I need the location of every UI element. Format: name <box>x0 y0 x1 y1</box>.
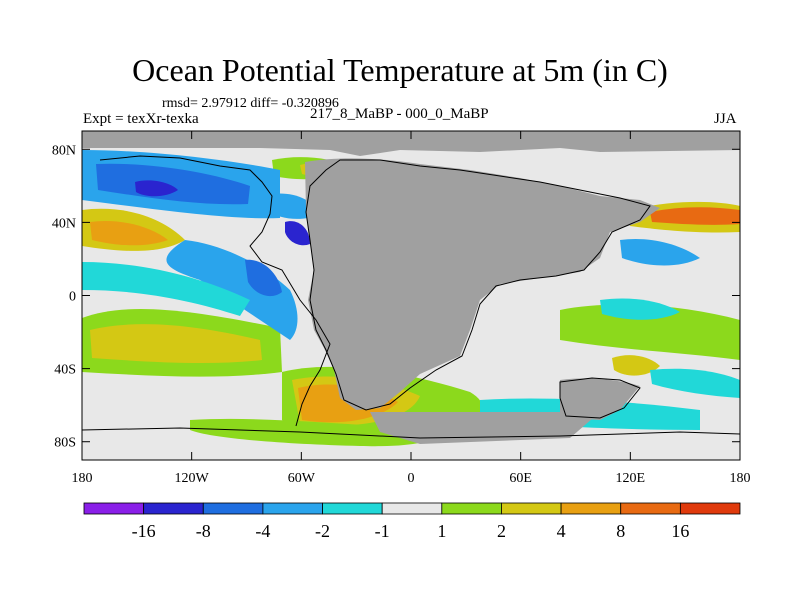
colorbar-swatch <box>560 502 622 515</box>
west-australia-warm <box>612 355 660 376</box>
coastline-antarctica <box>82 427 740 439</box>
colorbar-label: 16 <box>671 521 689 541</box>
x-tick-label: 60W <box>288 471 316 486</box>
x-tick-label: 180 <box>72 471 93 486</box>
colorbar-label: -2 <box>315 521 330 541</box>
indian-ocean-cyan <box>600 298 680 320</box>
tropical-pacific-cold <box>166 240 298 340</box>
y-tick-label: 0 <box>69 290 76 305</box>
southeast-asia-cold <box>620 238 700 266</box>
colorbar: -16 -8 -4 -2 -1 1 2 4 8 16 <box>83 502 741 541</box>
gulf-of-mexico-cold <box>285 221 310 246</box>
chart-title: Ocean Potential Temperature at 5m (in C) <box>132 52 668 88</box>
colorbar-label: -4 <box>255 521 270 541</box>
season-label: JJA <box>714 111 737 127</box>
stats-line: rmsd= 2.97912 diff= -0.320896 <box>162 96 339 111</box>
colorbar-label: -16 <box>132 521 156 541</box>
comparison-label: 217_8_MaBP - 000_0_MaBP <box>310 106 489 122</box>
x-tick-label: 0 <box>408 471 415 486</box>
colorbar-label: 1 <box>437 521 446 541</box>
colorbar-swatch <box>441 502 502 515</box>
colorbar-label: 2 <box>497 521 506 541</box>
colorbar-swatch <box>620 502 681 515</box>
north-pacific-cold-core <box>96 163 250 205</box>
colorbar-swatch <box>143 502 204 515</box>
southern-indian-cyan <box>650 368 740 398</box>
colorbar-label: -1 <box>375 521 390 541</box>
y-tick-label: 40N <box>52 216 76 231</box>
colorbar-swatch <box>679 502 741 515</box>
coastline-americas <box>99 155 331 427</box>
central-america-cold <box>245 259 282 297</box>
pacific-west-core <box>90 220 168 246</box>
south-pacific-core <box>90 324 262 364</box>
colorbar-swatch <box>501 502 562 515</box>
y-tick-label: 40S <box>54 363 76 378</box>
coastline-australia <box>559 377 641 419</box>
x-axis: 180 120W 60W 0 60E 120E 180 <box>72 131 751 486</box>
x-tick-label: 60E <box>509 471 532 486</box>
temperature-field <box>82 131 740 460</box>
experiment-label: Expt = texXr-texka <box>83 111 199 127</box>
colorbar-swatch <box>322 502 383 515</box>
colorbar-swatch <box>381 502 443 515</box>
tropical-cyan-band <box>82 262 250 316</box>
x-tick-label: 120E <box>616 471 646 486</box>
x-tick-label: 120W <box>175 471 210 486</box>
colorbar-label: -8 <box>196 521 211 541</box>
y-axis: 80N 40N 0 40S 80S <box>52 143 740 451</box>
north-pacific-hot <box>650 207 740 225</box>
north-pacific-deep-cold <box>135 180 178 197</box>
land-north-cap <box>82 131 740 156</box>
land-africa-eurasia <box>305 158 660 410</box>
y-tick-label: 80N <box>52 143 76 158</box>
indian-ocean-green <box>560 304 740 360</box>
x-tick-label: 180 <box>730 471 751 486</box>
colorbar-swatch <box>83 502 145 515</box>
coastline-eurasia-africa <box>305 159 651 411</box>
y-tick-label: 80S <box>54 436 76 451</box>
coastlines <box>82 155 740 439</box>
colorbar-label: 4 <box>557 521 566 541</box>
colorbar-label: 8 <box>616 521 625 541</box>
colorbar-swatch <box>262 502 323 515</box>
colorbar-swatch <box>202 502 264 515</box>
